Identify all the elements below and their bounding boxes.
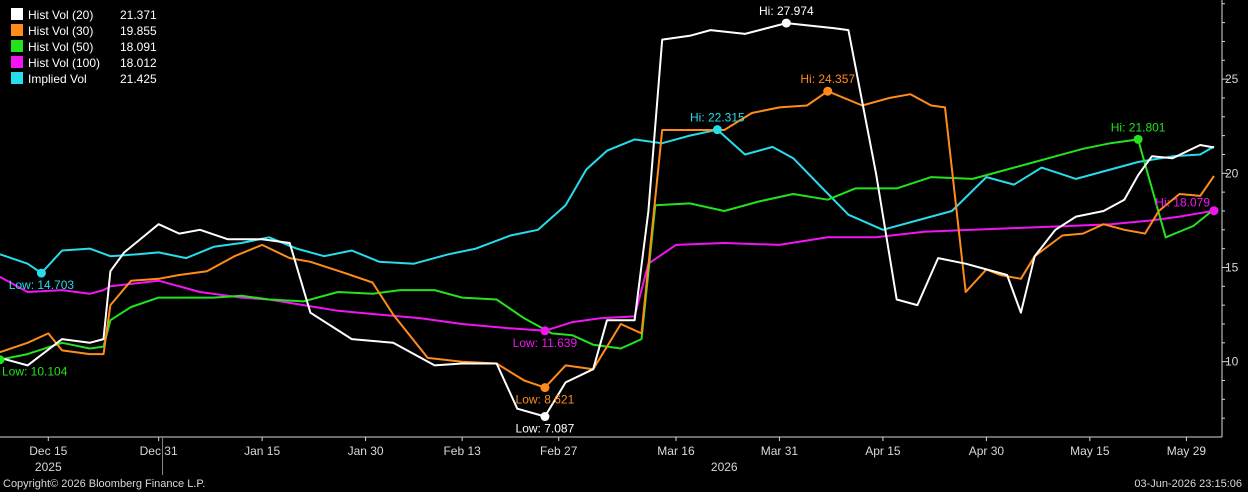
legend-label: Implied Vol xyxy=(28,72,87,86)
hi-low-annotations: Hi: 27.974 Low: 7.087 Hi: 24.357 Low: 8.621… xyxy=(0,4,1219,436)
x-tick-label: May 15 xyxy=(1070,444,1110,458)
legend-value: 21.371 xyxy=(120,8,157,22)
annotation-label: Low: 10.104 xyxy=(2,365,68,379)
legend-label: Hist Vol (50) xyxy=(28,40,93,54)
legend-swatch xyxy=(11,40,23,52)
marker-dot xyxy=(823,86,833,96)
x-tick-label: Apr 15 xyxy=(865,444,901,458)
annotation-label: Low: 11.639 xyxy=(513,336,578,350)
legend-swatch xyxy=(11,8,23,20)
marker-dot xyxy=(712,125,722,135)
marker-dot xyxy=(1133,134,1143,144)
annotation-label: Hi: 18.079 xyxy=(1155,196,1210,210)
x-tick-label: Dec 31 xyxy=(140,444,178,458)
legend-value: 18.012 xyxy=(120,56,157,70)
legend-swatch xyxy=(11,72,23,84)
marker-dot xyxy=(540,383,550,393)
x-tick-label: Apr 30 xyxy=(969,444,1005,458)
annotation-label: Hi: 24.357 xyxy=(800,72,855,86)
x-tick-label: Feb 13 xyxy=(443,444,481,458)
marker-dot xyxy=(540,412,550,422)
timestamp-text: 03-Jun-2026 23:15:06 xyxy=(1134,478,1242,490)
legend-value: 19.855 xyxy=(120,24,157,38)
year-label: 2025 xyxy=(35,460,62,474)
marker-dot xyxy=(781,18,791,28)
legend: Hist Vol (20) 21.371 Hist Vol (30) 19.855 Hi… xyxy=(11,8,157,86)
y-tick-label: 10 xyxy=(1225,355,1239,369)
series-line xyxy=(0,209,1215,332)
x-tick-label: Jan 30 xyxy=(348,444,384,458)
legend-value: 18.091 xyxy=(120,40,157,54)
series-lines xyxy=(0,22,1215,418)
annotation-label: Low: 14.703 xyxy=(9,278,75,292)
annotation-label: Hi: 27.974 xyxy=(759,4,814,18)
annotation-label: Hi: 21.801 xyxy=(1111,120,1166,134)
legend-label: Hist Vol (100) xyxy=(28,56,100,70)
legend-value: 21.425 xyxy=(120,72,157,86)
annotation-label: Hi: 22.315 xyxy=(690,111,745,125)
series-line xyxy=(0,90,1215,389)
x-tick-label: Mar 16 xyxy=(657,444,695,458)
annotation-label: Low: 8.621 xyxy=(516,393,575,407)
marker-dot xyxy=(0,355,5,365)
copyright-text: Copyright© 2026 Bloomberg Finance L.P. xyxy=(3,478,206,490)
x-tick-label: Feb 27 xyxy=(540,444,578,458)
legend-label: Hist Vol (20) xyxy=(28,8,93,22)
legend-label: Hist Vol (30) xyxy=(28,24,93,38)
x-tick-label: May 29 xyxy=(1167,444,1207,458)
annotation-label: Low: 7.087 xyxy=(516,422,575,436)
series-line xyxy=(0,22,1215,418)
x-tick-label: Dec 15 xyxy=(29,444,67,458)
series-line xyxy=(0,128,1215,275)
x-tick-label: Jan 15 xyxy=(244,444,280,458)
y-tick-label: 25 xyxy=(1225,72,1239,86)
marker-dot xyxy=(540,326,550,336)
x-tick-label: Mar 31 xyxy=(761,444,799,458)
series-line xyxy=(0,138,1215,361)
legend-swatch xyxy=(11,56,23,68)
y-tick-label: 15 xyxy=(1225,260,1239,274)
year-label: 2026 xyxy=(711,460,738,474)
marker-dot xyxy=(36,268,46,278)
legend-swatch xyxy=(11,24,23,36)
marker-dot xyxy=(1209,206,1219,216)
y-tick-label: 20 xyxy=(1225,166,1239,180)
